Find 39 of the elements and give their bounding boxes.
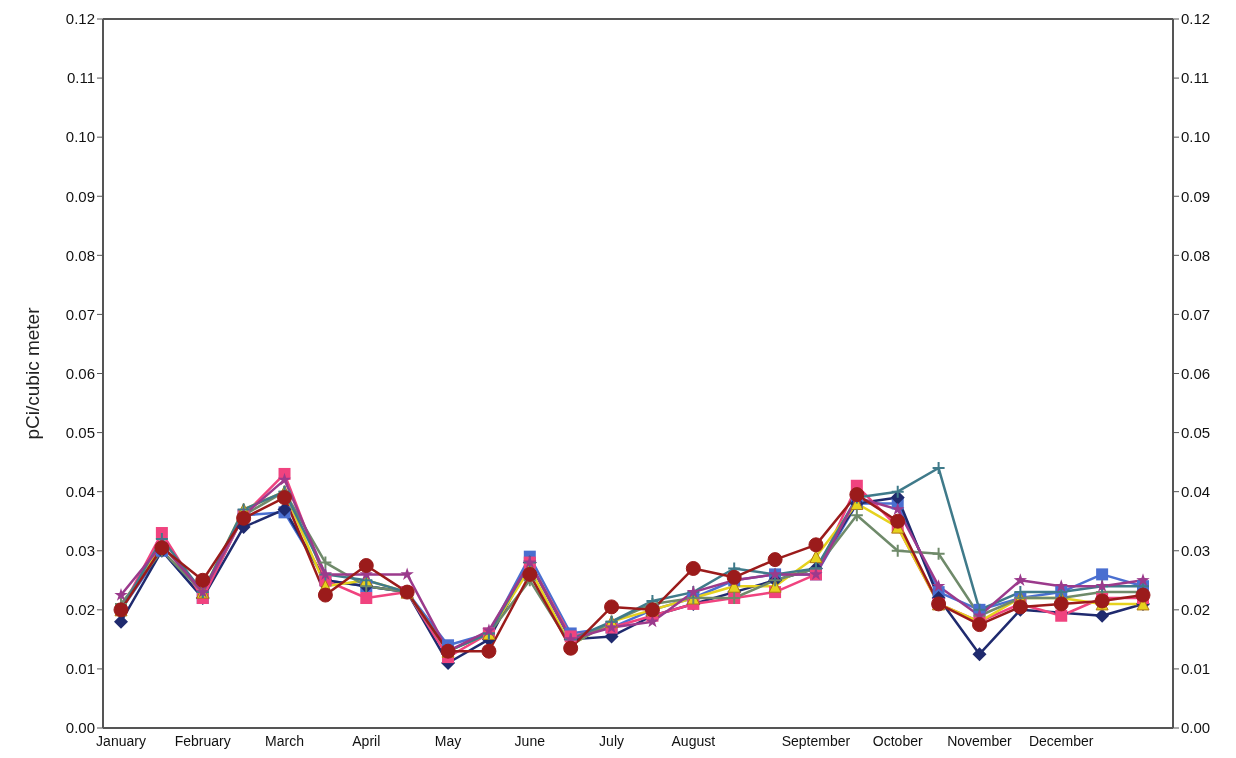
x-tick-label: March [265,732,304,749]
y2-tick-label: 0.11 [1181,69,1210,87]
y2-tick-label: 0.02 [1181,601,1211,619]
y2-tick-label: 0.09 [1181,187,1211,205]
x-tick-label: May [434,732,462,749]
x-tick-label: January [96,732,146,749]
y2-tick-label: 0.10 [1181,128,1211,146]
y-tick-label: 0.05 [65,423,95,441]
y2-tick-label: 0.08 [1181,246,1211,264]
x-tick-label: July [599,732,625,749]
y-tick-label: 0.07 [65,305,95,323]
y-tick-label: 0.04 [65,482,95,500]
y-tick-label: 0.11 [66,69,95,87]
x-tick-label: September [781,732,851,749]
x-tick-label: February [174,732,231,749]
y-tick-label: 0.08 [65,246,95,264]
y-tick-label: 0.02 [65,601,95,619]
x-tick-label: August [671,732,716,749]
y-tick-label: 0.10 [65,128,95,146]
x-tick-label: December [1028,732,1094,749]
x-tick-label: April [352,732,381,749]
y-tick-label: 0.12 [65,10,95,28]
y2-tick-label: 0.12 [1181,10,1211,28]
y-tick-label: 0.09 [65,187,95,205]
y-tick-label: 0.01 [65,660,95,678]
y-tick-label: 0.06 [65,364,95,382]
y-tick-label: 0.03 [65,542,95,560]
y2-tick-label: 0.07 [1181,305,1211,323]
y2-tick-label: 0.01 [1181,660,1211,678]
y-axis-title: pCi/cubic meter [21,306,43,440]
y2-tick-label: 0.03 [1181,542,1211,560]
x-tick-label: October [872,732,923,749]
y2-tick-label: 0.06 [1181,364,1211,382]
y2-tick-label: 0.05 [1181,423,1211,441]
y-tick-label: 0.00 [65,719,95,737]
y2-tick-label: 0.04 [1181,482,1211,500]
x-tick-label: November [947,732,1013,749]
x-tick-label: June [514,732,546,749]
y2-tick-label: 0.00 [1181,719,1211,737]
